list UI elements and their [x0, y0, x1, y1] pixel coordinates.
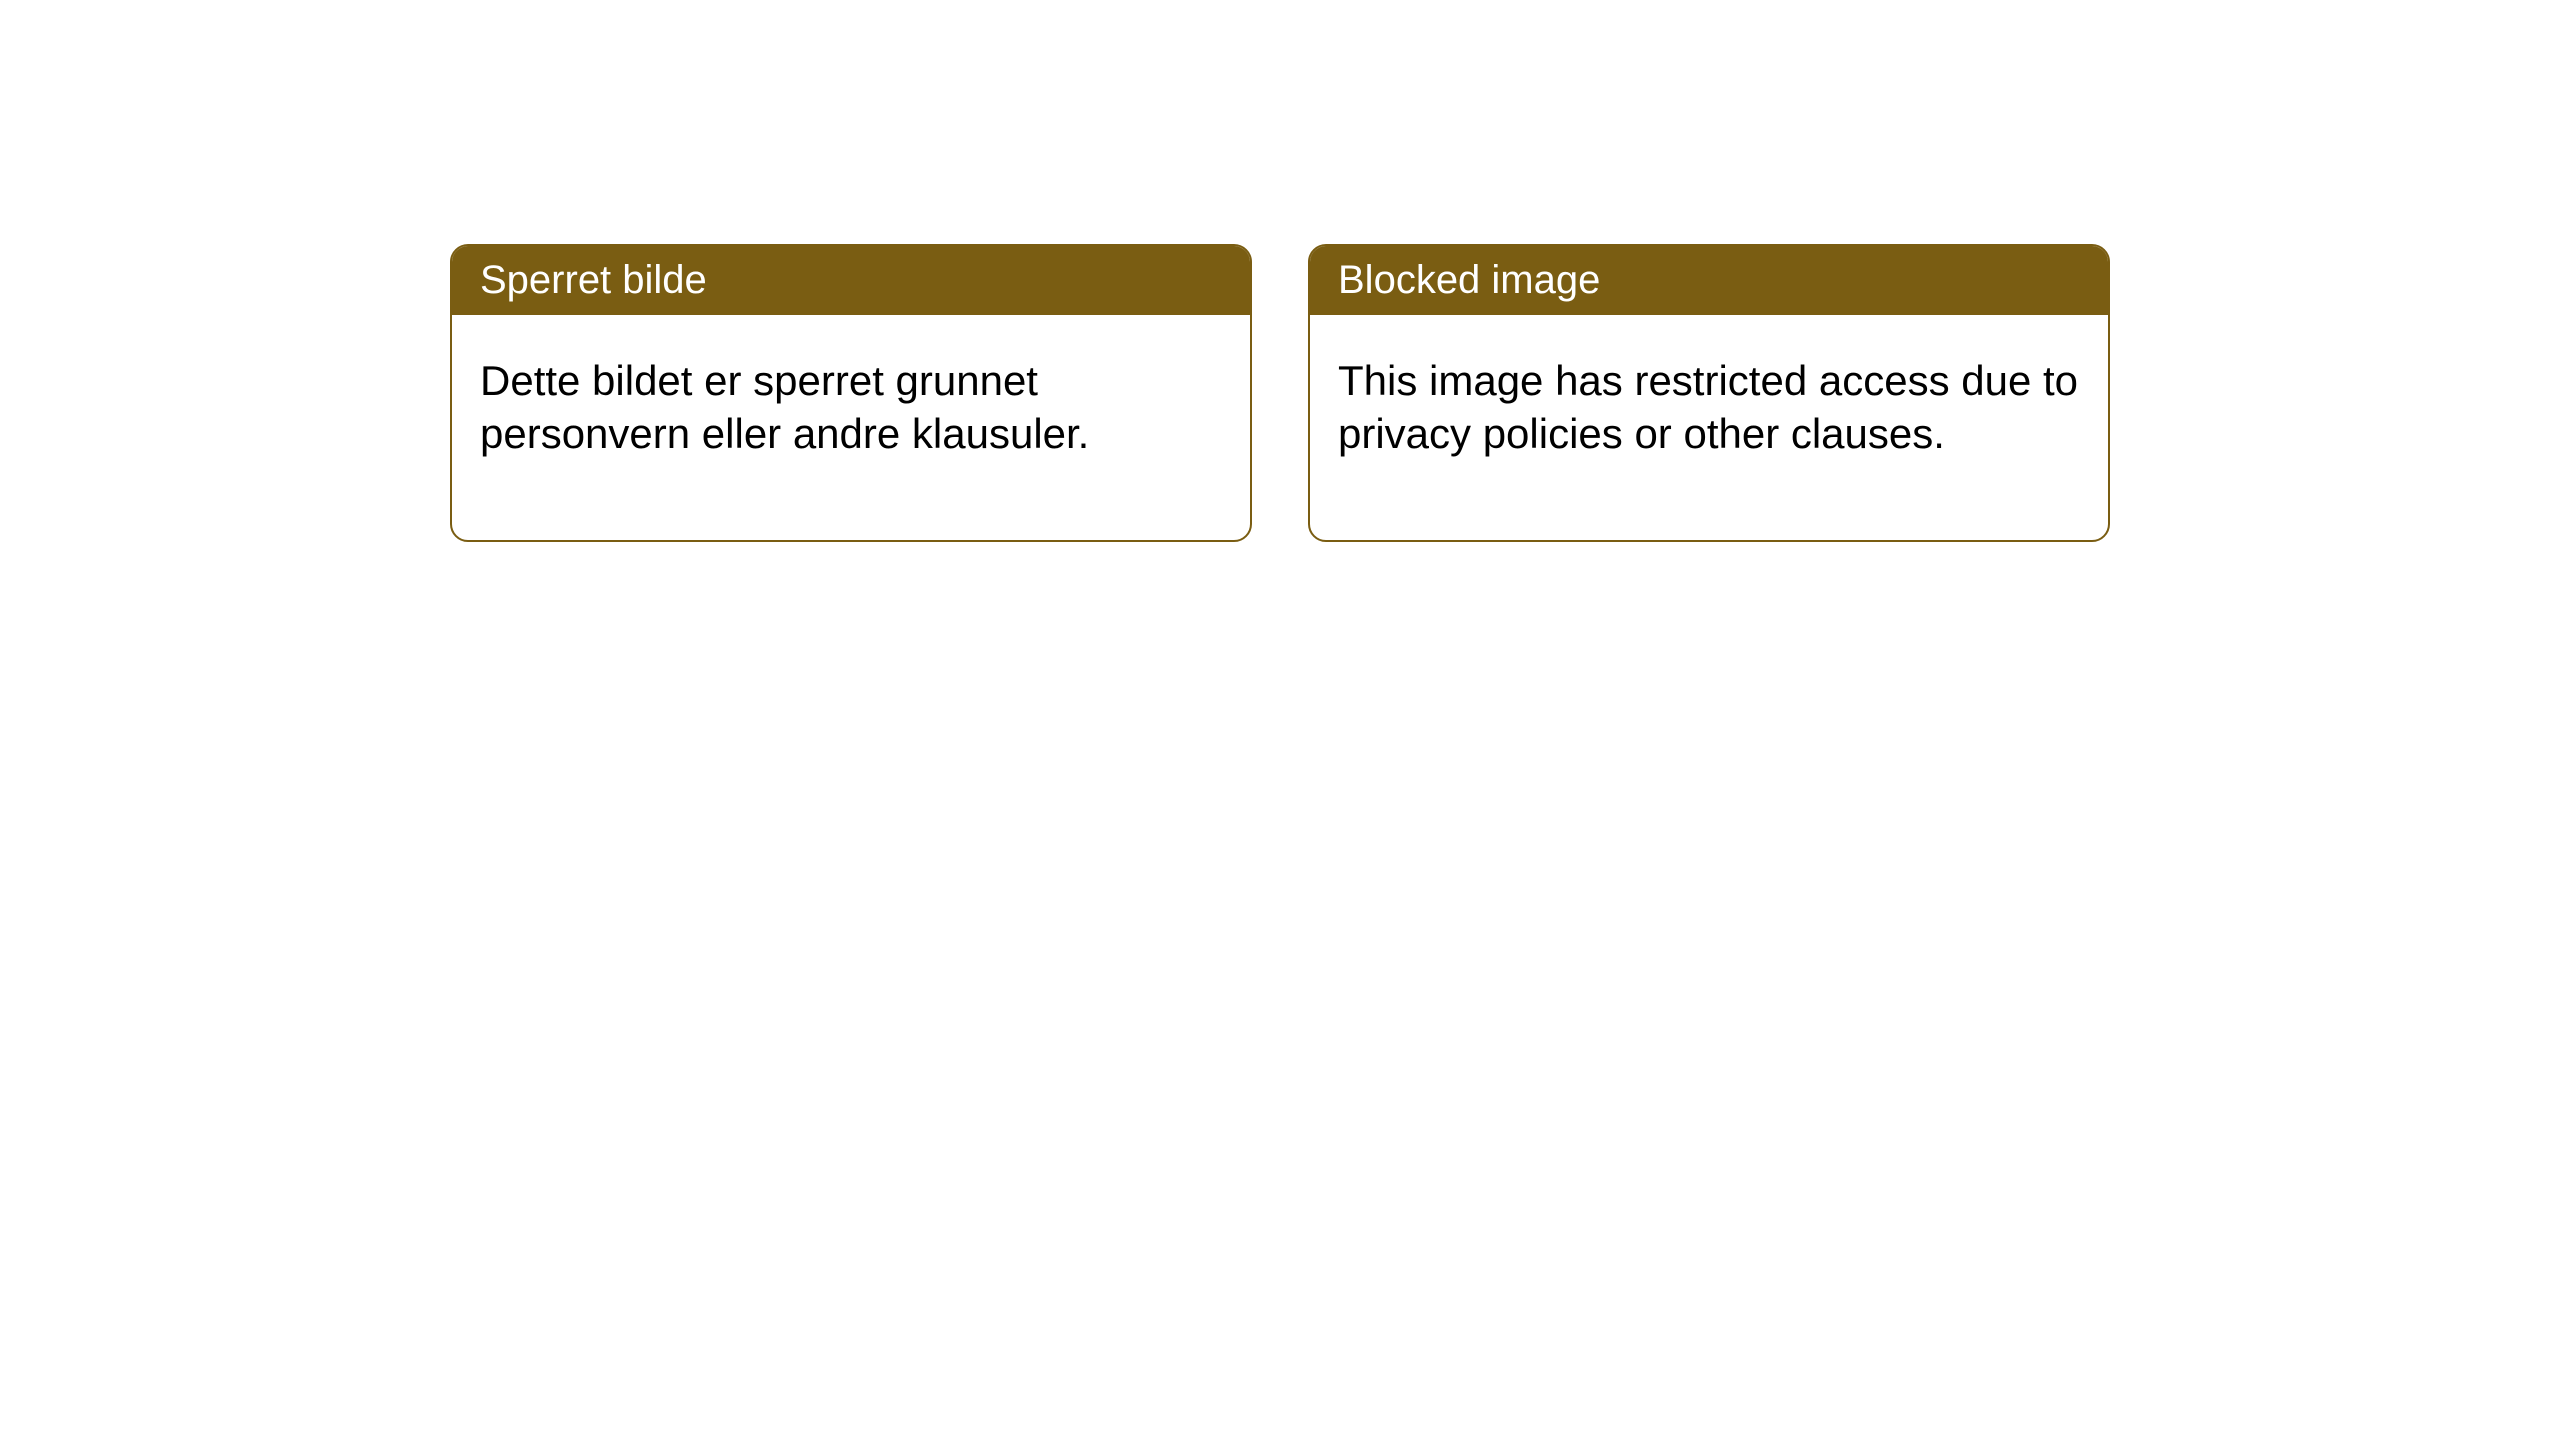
card-header: Sperret bilde	[452, 246, 1250, 315]
card-title: Sperret bilde	[480, 258, 707, 302]
card-header: Blocked image	[1310, 246, 2108, 315]
card-body: This image has restricted access due to …	[1310, 315, 2108, 540]
card-title: Blocked image	[1338, 258, 1600, 302]
notice-cards-container: Sperret bilde Dette bildet er sperret gr…	[0, 0, 2560, 542]
notice-card-norwegian: Sperret bilde Dette bildet er sperret gr…	[450, 244, 1252, 542]
notice-card-english: Blocked image This image has restricted …	[1308, 244, 2110, 542]
card-body-text: This image has restricted access due to …	[1338, 357, 2078, 457]
card-body-text: Dette bildet er sperret grunnet personve…	[480, 357, 1089, 457]
card-body: Dette bildet er sperret grunnet personve…	[452, 315, 1250, 540]
